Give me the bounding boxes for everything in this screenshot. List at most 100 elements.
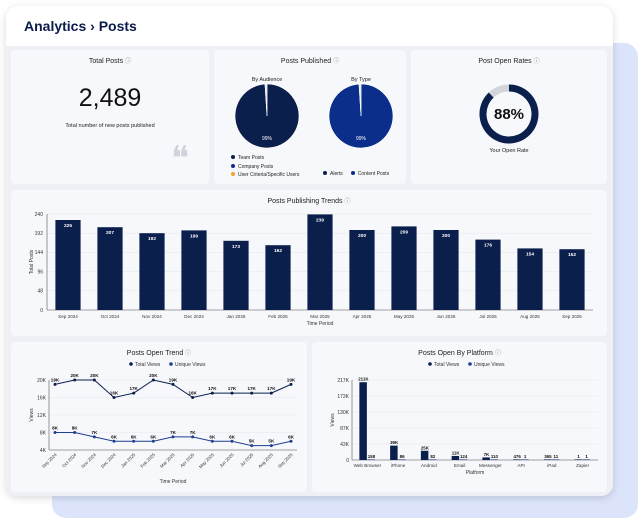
bar[interactable]	[559, 249, 585, 310]
open-rate-value: 88%	[493, 106, 525, 123]
data-point[interactable]	[191, 396, 195, 399]
data-point[interactable]	[151, 378, 155, 382]
bar[interactable]	[349, 230, 375, 310]
dashboard-card: Analytics › Posts Total Posts ⓘ 2,489 To…	[6, 6, 613, 496]
data-point[interactable]	[171, 435, 175, 439]
bar[interactable]	[582, 459, 591, 460]
data-point[interactable]	[73, 378, 77, 382]
bar[interactable]	[517, 248, 543, 310]
data-point[interactable]	[230, 391, 234, 395]
audience-pie-slice-1[interactable]	[264, 83, 268, 117]
info-icon[interactable]: ⓘ	[333, 59, 340, 65]
bar[interactable]	[490, 459, 498, 460]
bar[interactable]	[433, 230, 459, 310]
legend-item[interactable]: Company Posts	[231, 163, 299, 172]
bar[interactable]	[97, 227, 123, 310]
x-axis-label: Time Period	[307, 321, 334, 327]
type-pie-slice-1[interactable]	[358, 83, 362, 117]
bar[interactable]	[390, 445, 398, 460]
bar[interactable]	[543, 459, 552, 460]
legend-right: Alerts Content Posts	[323, 171, 389, 177]
bar[interactable]	[265, 245, 291, 310]
legend-item[interactable]: User Criteria/Specific Users	[231, 171, 299, 180]
legend-label: Alerts	[330, 171, 343, 177]
legend-label[interactable]: Total Views	[135, 362, 161, 368]
bar[interactable]	[475, 239, 501, 310]
legend-item[interactable]: Team Posts	[231, 154, 299, 163]
x-tick-label: Sep 2025	[277, 452, 294, 469]
data-point[interactable]	[210, 439, 214, 443]
x-tick-label: API	[517, 463, 524, 468]
info-icon[interactable]: ⓘ	[533, 59, 540, 65]
point-label: 16K	[188, 391, 197, 396]
data-point[interactable]	[73, 431, 77, 434]
legend-item[interactable]: Alerts	[323, 171, 343, 177]
bar-value-label: 110	[491, 454, 499, 459]
x-tick-label: Dec 2024	[100, 452, 117, 469]
bar[interactable]	[513, 459, 521, 460]
data-point[interactable]	[171, 382, 175, 386]
info-icon[interactable]: ⓘ	[185, 351, 192, 357]
info-icon[interactable]: ⓘ	[125, 59, 132, 65]
x-tick-label: Jul 2025	[239, 452, 255, 468]
data-point[interactable]	[53, 431, 57, 434]
data-point[interactable]	[132, 439, 136, 443]
point-label: 6K	[131, 434, 138, 439]
bar[interactable]	[55, 220, 81, 310]
data-point[interactable]	[92, 378, 96, 382]
bar[interactable]	[574, 459, 583, 460]
total-posts-panel: Total Posts ⓘ 2,489 Total number of new …	[11, 50, 209, 184]
data-point[interactable]	[250, 391, 254, 395]
bar-value-label: 200	[358, 233, 366, 239]
bar[interactable]	[420, 450, 429, 460]
bar[interactable]	[307, 214, 333, 310]
data-point[interactable]	[53, 382, 57, 386]
bar-value-label: 39K	[390, 440, 399, 445]
bar[interactable]	[139, 233, 165, 310]
data-point[interactable]	[132, 391, 136, 395]
data-point[interactable]	[250, 444, 254, 448]
y-tick-label: 48	[37, 289, 43, 295]
x-tick-label: Jan 2025	[120, 452, 137, 469]
point-label: 6K	[150, 434, 157, 439]
bar[interactable]	[482, 457, 490, 460]
page-header: Analytics › Posts	[6, 6, 613, 46]
info-icon[interactable]: ⓘ	[344, 199, 351, 205]
data-point[interactable]	[112, 439, 116, 443]
bar[interactable]	[223, 240, 249, 310]
bar[interactable]	[367, 459, 375, 460]
bar[interactable]	[398, 459, 406, 460]
legend-label: Content Posts	[357, 171, 390, 177]
data-point[interactable]	[289, 382, 293, 386]
bar-value-label: 173	[232, 244, 240, 250]
bar-value-label: 1	[524, 454, 527, 459]
legend-item[interactable]: Content Posts	[350, 171, 390, 177]
bar[interactable]	[181, 230, 207, 310]
data-point[interactable]	[269, 391, 273, 395]
bar[interactable]	[451, 455, 460, 460]
data-point[interactable]	[210, 391, 214, 395]
data-point[interactable]	[289, 439, 293, 443]
bar[interactable]	[521, 459, 529, 460]
data-point[interactable]	[230, 439, 234, 443]
bar[interactable]	[391, 226, 417, 310]
info-icon[interactable]: ⓘ	[494, 351, 501, 357]
data-point[interactable]	[92, 435, 96, 439]
bar-value-label: 154	[526, 251, 534, 257]
bar[interactable]	[428, 459, 437, 460]
x-tick-label: Mar 2025	[159, 452, 176, 469]
data-point[interactable]	[269, 444, 273, 448]
bar[interactable]	[551, 459, 560, 460]
bar[interactable]	[359, 382, 367, 460]
data-point[interactable]	[112, 396, 116, 399]
legend-label[interactable]: Unique Views	[474, 362, 505, 368]
type-pie-center-label: 99%	[356, 136, 367, 142]
bar-value-label: 152	[568, 252, 576, 258]
legend-label[interactable]: Total Views	[434, 362, 460, 368]
x-tick-label: iPhone	[391, 463, 406, 468]
bar[interactable]	[459, 459, 468, 460]
point-label: 17K	[228, 386, 237, 391]
data-point[interactable]	[151, 439, 155, 443]
data-point[interactable]	[191, 435, 195, 439]
legend-label[interactable]: Unique Views	[175, 362, 206, 368]
